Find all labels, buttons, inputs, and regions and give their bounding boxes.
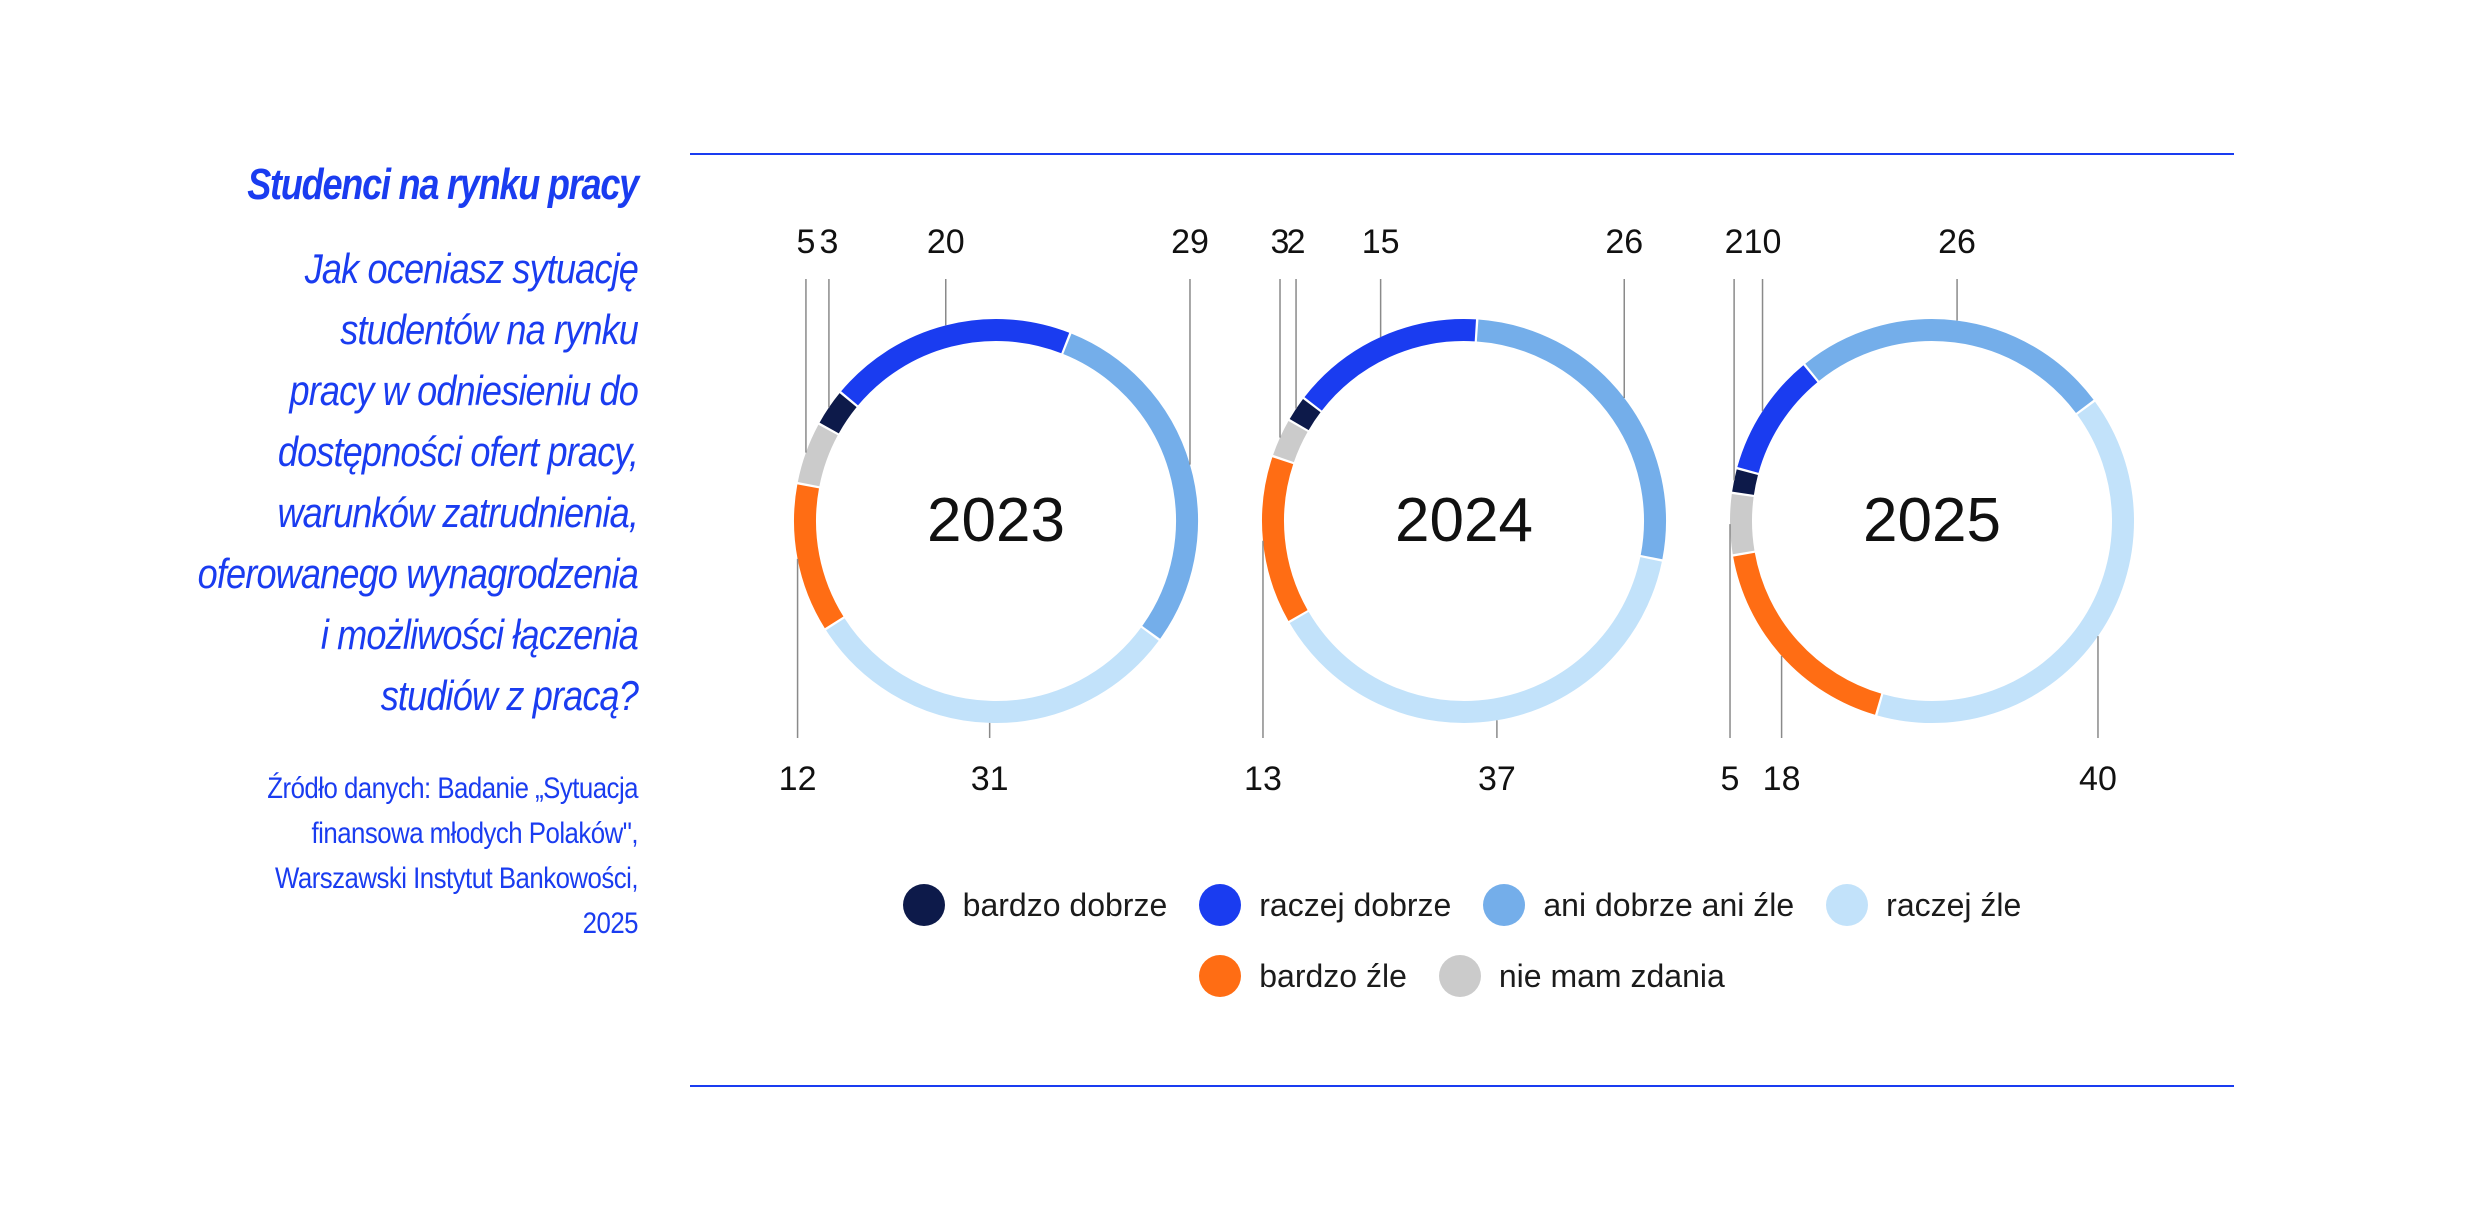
chart-kicker: Studenci na rynku pracy <box>247 160 639 209</box>
question-line: warunków zatrudnienia, <box>277 489 638 536</box>
bottom-rule <box>690 1085 2234 1087</box>
donut-segment <box>1273 421 1308 463</box>
donut-segment <box>1304 319 1476 411</box>
legend-swatch <box>902 884 945 926</box>
question-line: pracy w odniesieniu do <box>289 367 638 414</box>
donut-segment <box>797 424 838 487</box>
question-text: Jak oceniasz sytuację studentów na rynku… <box>156 238 639 726</box>
value-label: 31 <box>971 760 1009 798</box>
question-line: studiów z pracą? <box>380 672 639 719</box>
value-label: 12 <box>779 760 817 798</box>
source-note: Źródło danych: Badanie „Sytuacja finanso… <box>191 766 638 946</box>
value-label: 26 <box>1605 223 1643 261</box>
donut-segment <box>1732 469 1759 495</box>
donut-segment <box>1877 401 2134 723</box>
year-label: 2023 <box>927 486 1065 555</box>
legend-item-raczej-dobrze: raczej dobrze <box>1199 884 1451 926</box>
donut-segment <box>794 484 844 629</box>
source-line: Źródło danych: Badanie „Sytuacja <box>267 772 638 805</box>
donut-segment <box>1733 552 1882 715</box>
donut-segment <box>1476 319 1666 560</box>
legend-row-1: bardzo dobrze raczej dobrze ani dobrze a… <box>690 884 2234 926</box>
legend-item-ani-dobrze-ani-zle: ani dobrze ani źle <box>1483 884 1794 926</box>
legend-label: bardzo źle <box>1259 957 1407 994</box>
legend-swatch <box>1826 884 1869 926</box>
legend-item-nie-mam-zdania: nie mam zdania <box>1438 955 1725 997</box>
question-line: Jak oceniasz sytuację <box>304 245 639 292</box>
legend-label: ani dobrze ani źle <box>1543 886 1795 923</box>
legend-label: bardzo dobrze <box>962 886 1168 923</box>
legend-swatch <box>1199 884 1242 926</box>
source-line: Warszawski Instytut Bankowości, <box>274 862 639 895</box>
year-label: 2025 <box>1863 486 2001 555</box>
value-label: 3 <box>1271 223 1290 261</box>
legend-row-2: bardzo źle nie mam zdania <box>690 955 2234 997</box>
question-line: studentów na rynku <box>340 306 639 353</box>
donut-segment <box>1737 365 1818 474</box>
value-label: 18 <box>1763 760 1801 798</box>
donut-segment <box>1063 333 1198 639</box>
donut-segment <box>1805 319 2094 414</box>
legend-swatch <box>1483 884 1526 926</box>
legend-swatch <box>1199 955 1242 997</box>
donut-segment <box>1289 557 1662 723</box>
value-label: 20 <box>927 223 965 261</box>
value-label: 26 <box>1938 223 1976 261</box>
value-label: 15 <box>1362 223 1400 261</box>
source-line: finansowa młodych Polaków", <box>311 817 638 850</box>
value-label: 5 <box>1721 760 1740 798</box>
question-line: i możliwości łączenia <box>320 611 639 658</box>
top-rule <box>690 153 2234 155</box>
value-label: 10 <box>1744 223 1782 261</box>
question-line: dostępności ofert pracy, <box>277 428 639 475</box>
value-label: 37 <box>1478 760 1516 798</box>
legend-label: raczej źle <box>1886 886 2022 923</box>
value-label: 29 <box>1171 223 1209 261</box>
donut-segment <box>1262 457 1308 621</box>
donut-segment <box>841 319 1070 406</box>
legend-swatch <box>1438 955 1481 997</box>
value-label: 5 <box>796 223 815 261</box>
value-label: 2 <box>1725 223 1744 261</box>
value-label: 2 <box>1287 223 1306 261</box>
legend-item-bardzo-zle: bardzo źle <box>1199 955 1407 997</box>
donut-segment <box>1730 494 1755 555</box>
donut-segment <box>1289 398 1321 431</box>
legend-item-raczej-zle: raczej źle <box>1826 884 2021 926</box>
legend-label: raczej dobrze <box>1259 886 1452 923</box>
source-line: 2025 <box>582 907 639 940</box>
value-label: 40 <box>2079 760 2117 798</box>
donut-segment <box>826 618 1159 723</box>
year-label: 2024 <box>1395 486 1533 555</box>
question-line: oferowanego wynagrodzenia <box>197 550 639 597</box>
legend-label: nie mam zdania <box>1498 957 1725 994</box>
donut-segment <box>819 393 857 434</box>
value-label: 3 <box>819 223 838 261</box>
value-label: 13 <box>1244 760 1282 798</box>
legend-item-bardzo-dobrze: bardzo dobrze <box>902 884 1168 926</box>
